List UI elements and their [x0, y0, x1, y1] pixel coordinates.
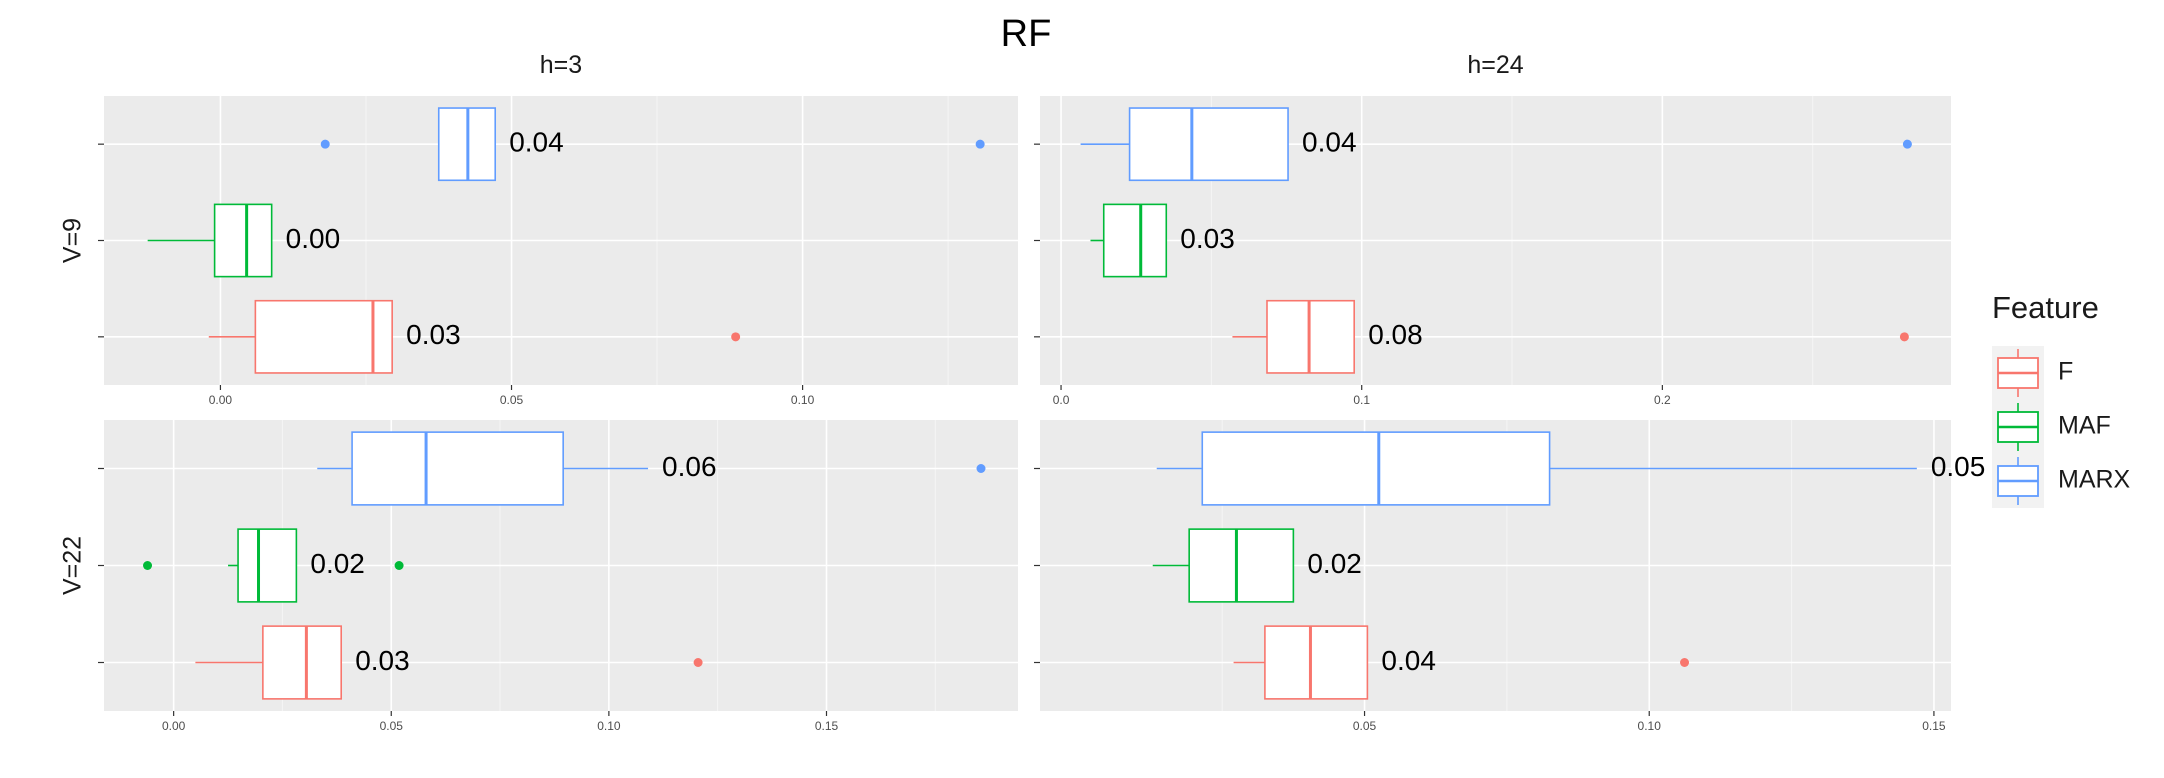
x-tick-label: 0.15: [815, 719, 839, 733]
column-strip-label: h=3: [540, 51, 582, 79]
outlier-point: [1899, 332, 1909, 342]
x-tick-label: 0.10: [791, 393, 815, 407]
outlier-point: [320, 139, 330, 149]
box-value-label: 0.08: [1368, 319, 1423, 350]
box: [1102, 203, 1168, 278]
box: [262, 625, 343, 700]
box-value-label: 0.04: [1302, 127, 1357, 158]
outlier-point: [976, 464, 986, 473]
box: [351, 431, 564, 506]
box-value-label: 0.06: [662, 451, 717, 482]
box: [1266, 299, 1355, 374]
outlier-point: [143, 561, 153, 570]
box: [1128, 107, 1289, 182]
outlier-point: [1902, 139, 1912, 149]
box: [1201, 431, 1551, 506]
box: [237, 528, 298, 603]
x-tick-label: 0.0: [1053, 393, 1070, 407]
box: [1264, 625, 1369, 700]
outlier-point: [1680, 658, 1690, 667]
legend-title: Feature: [1992, 290, 2099, 325]
box: [254, 299, 393, 374]
x-tick-label: 0.05: [500, 393, 524, 407]
row-strip-label: V=9: [59, 218, 87, 263]
box-value-label: 0.04: [509, 127, 564, 158]
legend-item-label: F: [2058, 358, 2073, 386]
legend-item-label: MAF: [2058, 412, 2111, 440]
column-strip-label: h=24: [1467, 51, 1523, 79]
box: [1188, 528, 1295, 603]
x-tick-label: 0.00: [209, 393, 233, 407]
box-value-label: 0.04: [1381, 645, 1436, 676]
box-value-label: 0.02: [310, 548, 365, 579]
outlier-point: [693, 658, 703, 667]
legend-item-label: MARX: [2058, 466, 2131, 494]
row-strip-label: V=22: [59, 536, 87, 595]
box-value-label: 0.02: [1307, 548, 1362, 579]
box-value-label: 0.03: [1180, 223, 1235, 254]
box: [213, 203, 273, 278]
x-tick-label: 0.05: [1353, 719, 1377, 733]
outlier-point: [731, 332, 741, 342]
x-tick-label: 0.1: [1353, 393, 1370, 407]
x-tick-label: 0.15: [1922, 719, 1946, 733]
x-tick-label: 0.2: [1654, 393, 1671, 407]
x-tick-label: 0.00: [162, 719, 186, 733]
box-value-label: 0.03: [406, 319, 461, 350]
outlier-point: [394, 561, 404, 570]
box-value-label: 0.00: [286, 223, 341, 254]
box-value-label: 0.05: [1931, 451, 1986, 482]
box-value-label: 0.03: [355, 645, 410, 676]
x-tick-label: 0.10: [1638, 719, 1662, 733]
x-tick-label: 0.05: [380, 719, 404, 733]
chart-title: RF: [1001, 13, 1052, 55]
outlier-point: [975, 139, 985, 149]
x-tick-label: 0.10: [597, 719, 621, 733]
